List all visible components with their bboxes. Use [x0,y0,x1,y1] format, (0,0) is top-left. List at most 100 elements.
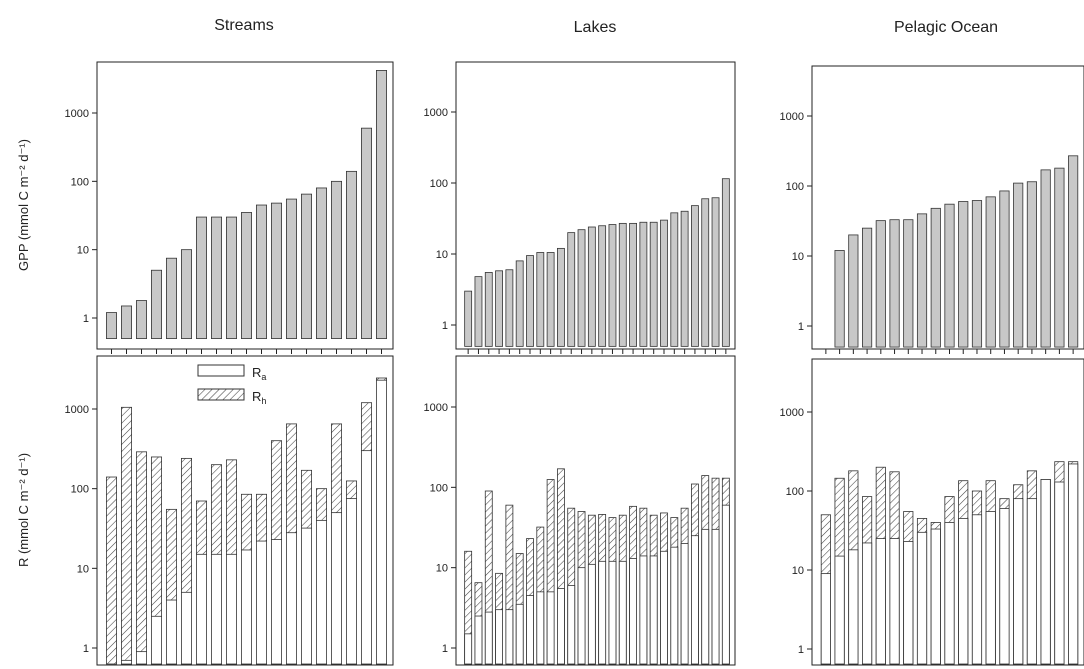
gpp-bar [670,212,679,347]
ra-bar-segment [680,543,689,665]
ra-bar-segment [834,555,845,665]
ra-bar-segment [505,609,514,665]
gpp-bar [300,193,312,339]
legend-label-rh: Rh [252,389,266,406]
gpp-bar [660,219,668,347]
ra-bar-segment [255,540,267,665]
ra-bar-segment [484,611,493,665]
ra-bar-segment [629,558,637,665]
ra-bar-segment [495,609,503,665]
gpp-bar [721,178,730,347]
gpp-bar [315,187,327,339]
ra-bar-segment [608,560,617,665]
gpp-bar [691,205,699,347]
ra-bar-segment [587,563,596,665]
ra-bar-segment [1040,479,1051,665]
ra-bar-segment [903,541,914,665]
legend: Ra Rh [197,364,266,406]
y-tick-label: 10 [77,245,89,257]
gpp-bar [515,260,524,347]
plot-frame [811,358,1084,666]
plot-frame [455,61,736,350]
ra-bar-segment [889,538,900,665]
gpp-bar [639,221,648,347]
gpp-bar [598,225,607,347]
gpp-bar [985,196,996,348]
gpp-bar [862,227,873,348]
column-title-lakes: Lakes [574,19,617,36]
gpp-bar [195,216,207,339]
y-tick-label: 100 [71,176,89,188]
gpp-bar [495,270,503,347]
ra-bar-segment [270,539,282,665]
gpp-bar [546,252,555,347]
y-tick-label: 1 [442,320,448,332]
ra-bar-segment [820,573,831,665]
gpp-bar [587,226,596,347]
plot-frame [455,355,736,666]
gpp-bar [165,257,177,339]
ra-bar-segment [345,498,357,665]
gpp-bar [255,204,267,339]
y-tick-label: 1 [83,313,89,325]
y-tick-label: 1000 [780,111,804,123]
ra-bar-segment [848,549,859,665]
panel-streams-gpp: 1 10 100 1000 [65,61,394,354]
ra-bar-segment [285,532,297,665]
gpp-bar [701,198,710,347]
gpp-bar [180,249,192,339]
gpp-bar [474,276,483,347]
y-tick-label: 10 [792,565,804,577]
ra-bar-segment [300,527,312,665]
gpp-bar [1013,182,1024,348]
gpp-bar [848,234,859,348]
ra-bar-segment [721,504,730,665]
gpp-bar [1068,155,1079,348]
ra-bar-segment [225,553,237,665]
gpp-bar [345,170,357,339]
ra-bar-segment [701,528,710,665]
ra-bar-segment [121,659,133,665]
gpp-bar [680,210,689,347]
gpp-bar [360,127,372,339]
ra-bar-segment [315,519,327,665]
y-tick-label: 100 [786,181,804,193]
gpp-bar [567,232,576,347]
gpp-bar [889,219,900,348]
ra-bar-segment [515,603,524,665]
ra-bar-segment [875,538,886,665]
gpp-bar [944,203,955,348]
rh-bar-segment [106,476,118,665]
rh-bar-segment [135,451,147,665]
y-tick-label: 10 [77,563,89,575]
ra-bar-segment [240,549,252,665]
y-tick-label: 1 [83,643,89,655]
y-tick-label: 1 [442,643,448,655]
y-tick-label: 1 [798,644,804,656]
gpp-bar [649,221,658,347]
ra-bar-segment [195,553,207,665]
rh-bar-segment [121,406,133,665]
ra-bar-segment [180,591,192,665]
gpp-bar [121,305,133,339]
ra-bar-segment [930,528,941,665]
gpp-bar [875,220,886,348]
ra-bar-segment [135,651,147,665]
plot-frame [96,61,394,350]
gpp-bar [464,290,473,347]
legend-swatch-rh [197,388,245,401]
ra-bar-segment [985,511,996,665]
y-tick-label: 1000 [780,407,804,419]
gpp-bar [285,198,297,339]
ra-bar-segment [958,517,969,665]
ra-bar-segment [536,591,545,665]
gpp-bar [135,300,147,339]
gpp-bar [150,269,162,339]
gpp-bar [375,70,387,339]
legend-swatch-ra [197,364,245,377]
ra-bar-segment [546,591,555,665]
ra-bar-segment [660,550,668,665]
ra-bar-segment [375,379,387,665]
ra-bar-segment [464,633,473,665]
